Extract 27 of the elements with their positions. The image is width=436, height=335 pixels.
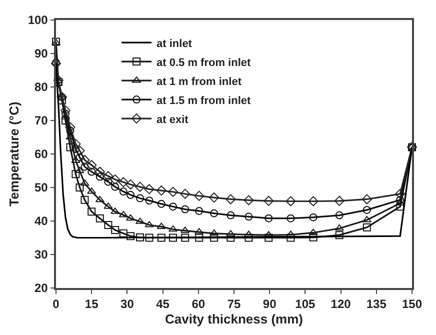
y-tick-label: 100 <box>28 13 48 28</box>
y-tick-label: 90 <box>34 46 48 61</box>
y-tick-label: 20 <box>34 281 48 296</box>
x-tick-label: 0 <box>52 297 60 312</box>
y-tick-label: 60 <box>34 147 48 162</box>
x-axis-title: Cavity thickness (mm) <box>165 311 303 326</box>
x-tick-label: 60 <box>192 297 206 312</box>
x-tick-label: 105 <box>295 297 316 312</box>
y-tick-label: 50 <box>34 180 48 195</box>
y-tick-label: 40 <box>34 214 48 228</box>
legend-label: at 0.5 m from inlet <box>156 56 251 69</box>
y-axis-title: Temperature (°C) <box>6 102 22 206</box>
x-tick-label: 135 <box>366 297 387 312</box>
x-tick-label: 90 <box>262 297 277 312</box>
y-tick-label: 80 <box>34 80 48 94</box>
x-tick-label: 120 <box>330 297 352 312</box>
y-tick-label: 70 <box>34 114 48 128</box>
legend-label: at exit <box>156 114 189 126</box>
x-tick-label: 75 <box>227 297 241 312</box>
x-tick-label: 15 <box>84 297 99 312</box>
legend-label: at inlet <box>156 38 192 50</box>
legend-label: at 1.5 m from inlet <box>156 94 251 107</box>
x-tick-label: 45 <box>156 297 170 312</box>
legend-label: at 1 m from inlet <box>156 76 242 88</box>
x-tick-label: 30 <box>120 297 134 312</box>
x-tick-label: 150 <box>402 297 422 312</box>
y-tick-label: 30 <box>34 248 48 262</box>
